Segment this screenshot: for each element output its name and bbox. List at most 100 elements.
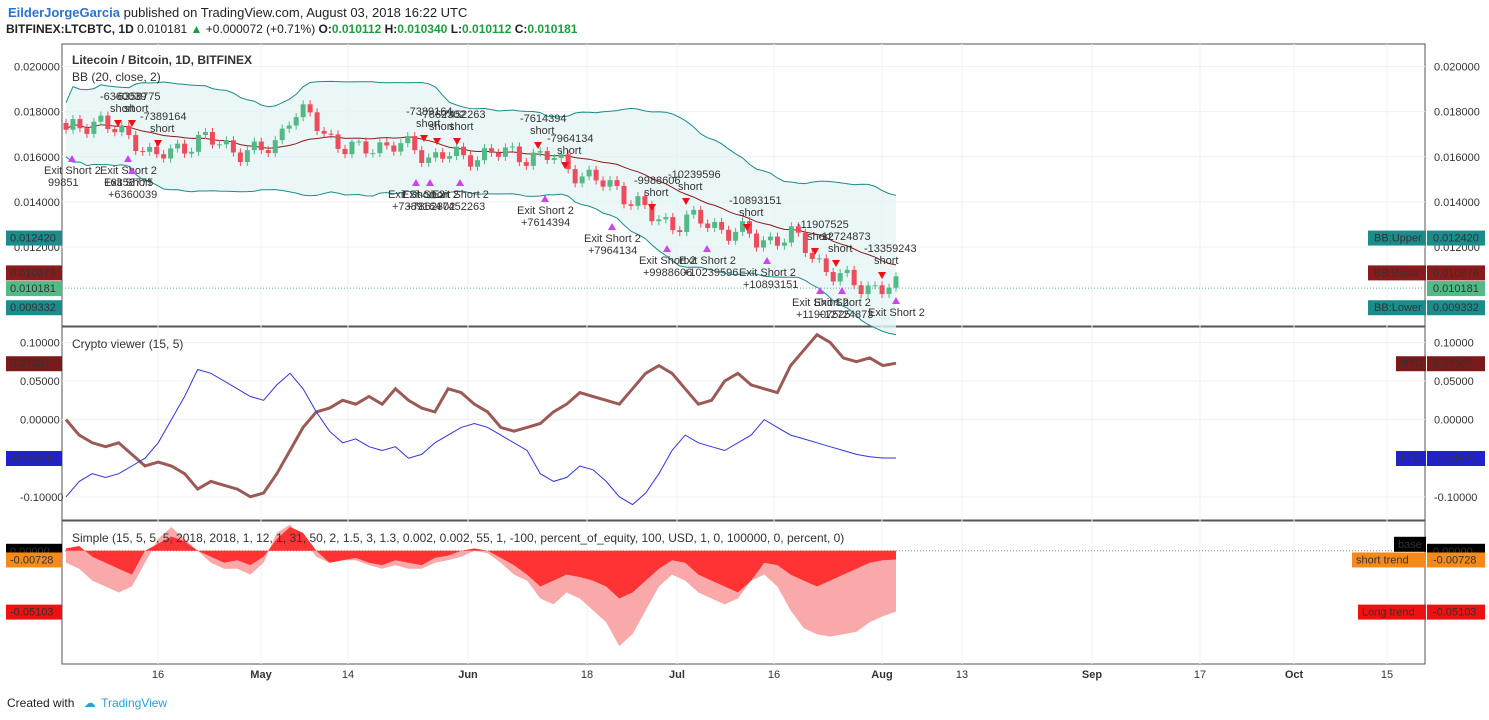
price-tag-value: 0.010181 — [1433, 283, 1479, 295]
short-arrow-icon — [420, 135, 428, 142]
x-tick-label: Jun — [458, 669, 478, 681]
x-tick-label: Jul — [669, 669, 685, 681]
candle-body — [384, 142, 390, 146]
exit-arrow-icon — [608, 223, 616, 230]
series-tag — [1396, 451, 1426, 467]
y-tick-left: 0.018000 — [14, 107, 60, 119]
candle-body — [426, 157, 432, 163]
y-tick-right: 0.10000 — [1434, 337, 1474, 349]
y-tick-left: 0.014000 — [14, 197, 60, 209]
candle-body — [767, 236, 773, 241]
short-marker-sub: short — [874, 255, 898, 267]
crypto-viewer-title: Crypto viewer (15, 5) — [72, 337, 184, 351]
candle-body — [760, 240, 766, 248]
short-arrow-icon — [453, 138, 461, 145]
short-arrow-icon — [128, 120, 136, 127]
exit-marker-label: Exit Short 2 — [739, 267, 796, 279]
candle-body — [126, 125, 132, 136]
exit-marker-sub: +6360039 — [108, 189, 157, 201]
candle-body — [328, 133, 334, 135]
candle-body — [168, 148, 174, 159]
candle-body — [196, 134, 202, 152]
candle-body — [398, 143, 404, 152]
candle-body — [182, 143, 188, 154]
short-marker-sub: short — [530, 125, 554, 137]
symbol-line: BITFINEX:LTCBTC, 1D 0.010181 ▲ +0.000072… — [6, 22, 577, 36]
candle-body — [175, 143, 181, 149]
exit-arrow-icon — [68, 155, 76, 162]
candle-body — [788, 226, 794, 243]
short-arrow-icon — [682, 198, 690, 205]
price-tag-value: -0.00728 — [1433, 554, 1476, 566]
short-marker-sub: short — [110, 103, 134, 115]
short-marker-label: -10239596 — [668, 169, 721, 181]
exit-marker-label: Exit Short 2 — [432, 189, 489, 201]
open-value: 0.010112 — [331, 22, 382, 36]
y-tick-left: 0.10000 — [20, 337, 60, 349]
bb-lower-line — [65, 156, 897, 336]
created-with-text: Created with — [7, 696, 75, 710]
y-tick-left: 0.00000 — [20, 415, 60, 427]
candle-body — [314, 112, 320, 131]
short-marker-label: -7614394 — [520, 113, 567, 125]
short-arrow-icon — [433, 138, 441, 145]
series-tag-name: BB:Lower — [1374, 302, 1422, 314]
exit-arrow-icon — [124, 155, 132, 162]
candle-body — [663, 217, 669, 220]
candle-body — [774, 236, 780, 246]
candle-body — [879, 285, 885, 295]
price-tag-left — [6, 265, 62, 281]
tradingview-link[interactable]: TradingView — [101, 696, 168, 710]
candle-body — [147, 146, 153, 152]
candle-body — [544, 151, 550, 160]
series-line-ltc — [65, 368, 896, 506]
exit-marker-sub: +7452263 — [436, 201, 485, 213]
price-tag-left — [6, 451, 62, 467]
candle-body — [335, 134, 341, 149]
exit-marker-sub: 99851 — [48, 177, 79, 189]
exit-arrow-icon — [663, 245, 671, 252]
exit-marker-label: Exit Short 2 — [814, 297, 871, 309]
exit-arrow-icon — [412, 179, 420, 186]
publish-line: EilderJorgeGarcia published on TradingVi… — [8, 5, 467, 20]
candle-body — [649, 204, 655, 222]
low-value: 0.010112 — [462, 22, 512, 36]
tradingview-logo-icon[interactable]: ☁ — [83, 696, 96, 710]
exit-marker-sub: +7389164 — [392, 201, 441, 213]
candle-body — [377, 142, 383, 154]
price-tag-left-value: 0.07307 — [10, 358, 50, 370]
candle-body — [363, 141, 369, 154]
candle-body — [726, 229, 732, 241]
candle-body — [230, 140, 236, 153]
series-tag — [1396, 356, 1426, 372]
candle-body — [77, 119, 83, 129]
short-arrow-icon — [154, 140, 162, 147]
exit-arrow-icon — [426, 179, 434, 186]
main-pane-title: Litecoin / Bitcoin, 1D, BITFINEX — [72, 53, 253, 67]
candle-body — [189, 151, 195, 154]
price-tag-value: 0.012420 — [1433, 233, 1479, 245]
short-marker-sub: short — [557, 145, 581, 157]
pane-0-frame — [61, 43, 1426, 327]
candle-body — [91, 121, 97, 134]
candle-body — [412, 136, 418, 151]
candle-body — [781, 242, 787, 246]
candle-body — [551, 157, 557, 160]
candle-body — [244, 150, 250, 163]
strategy-title: Simple (15, 5, 5, 5, 2018, 2018, 1, 12, … — [72, 531, 845, 545]
author-link[interactable]: EilderJorgeGarcia — [8, 5, 120, 20]
candle-body — [537, 151, 543, 153]
price-tag-value: 0.010876 — [1433, 267, 1479, 279]
short-marker-sub: short — [807, 231, 831, 243]
x-tick-label: Aug — [871, 669, 892, 681]
price-tag-value: 0.07307 — [1433, 358, 1473, 370]
candle-body — [140, 151, 146, 153]
series-tag-name: BB:Basis — [1374, 267, 1419, 279]
candle-body — [440, 152, 446, 159]
series-tag-name: base — [1398, 539, 1422, 551]
candle-body — [300, 104, 306, 118]
candle-body — [719, 222, 725, 230]
price-tag-left-value: -0.04970 — [10, 453, 53, 465]
short-marker-label: -7389164 — [140, 111, 187, 123]
